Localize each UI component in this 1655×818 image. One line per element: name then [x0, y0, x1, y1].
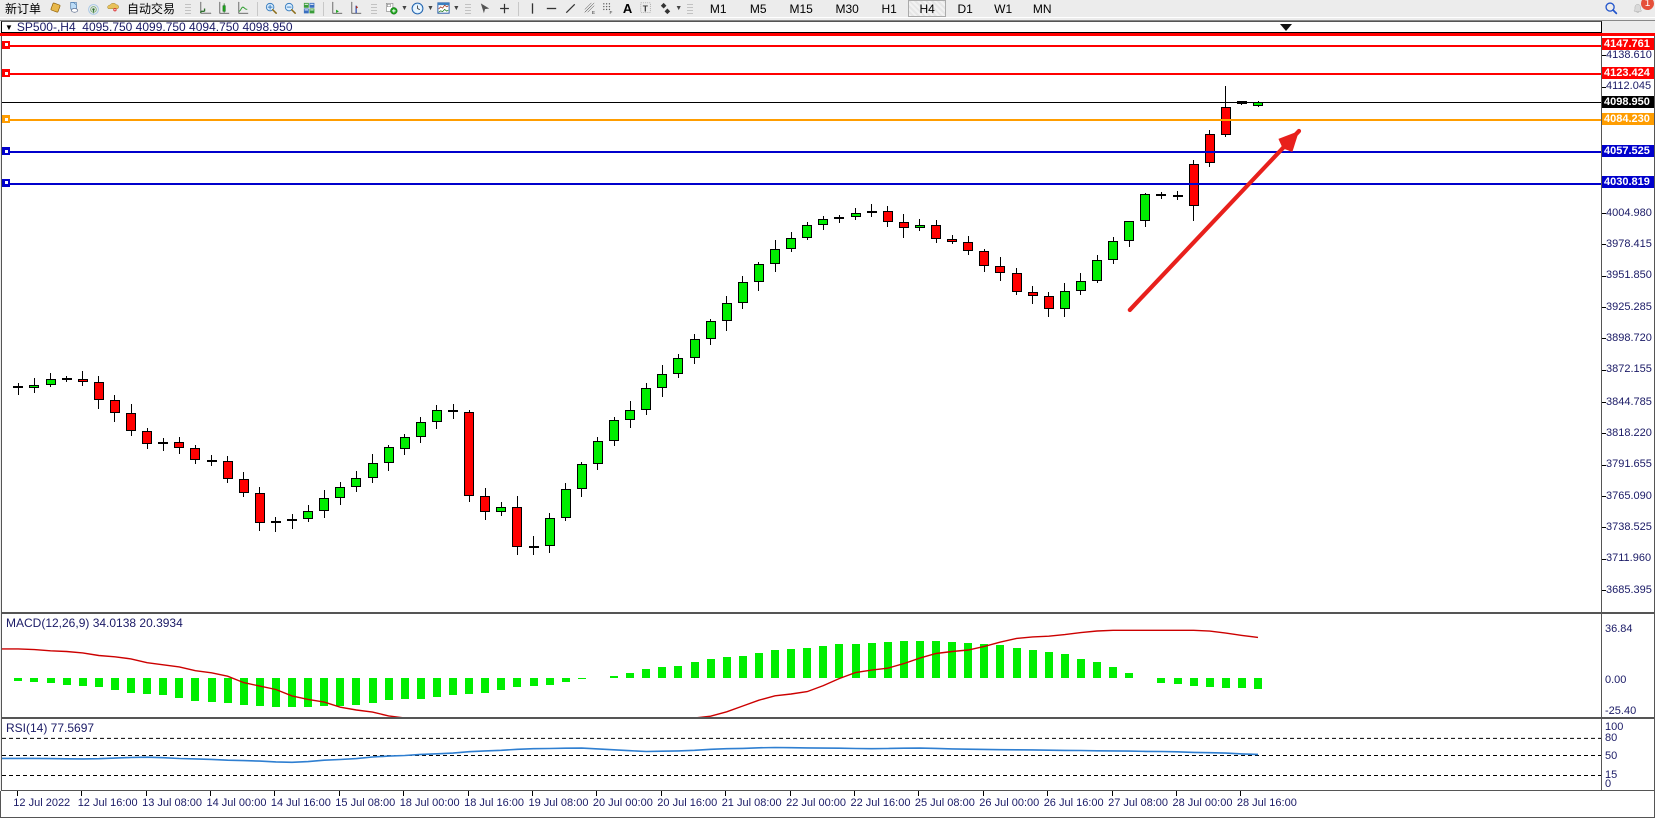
svg-text:E: E	[592, 10, 595, 15]
svg-text:F: F	[609, 10, 612, 15]
svg-text:T: T	[643, 3, 649, 13]
